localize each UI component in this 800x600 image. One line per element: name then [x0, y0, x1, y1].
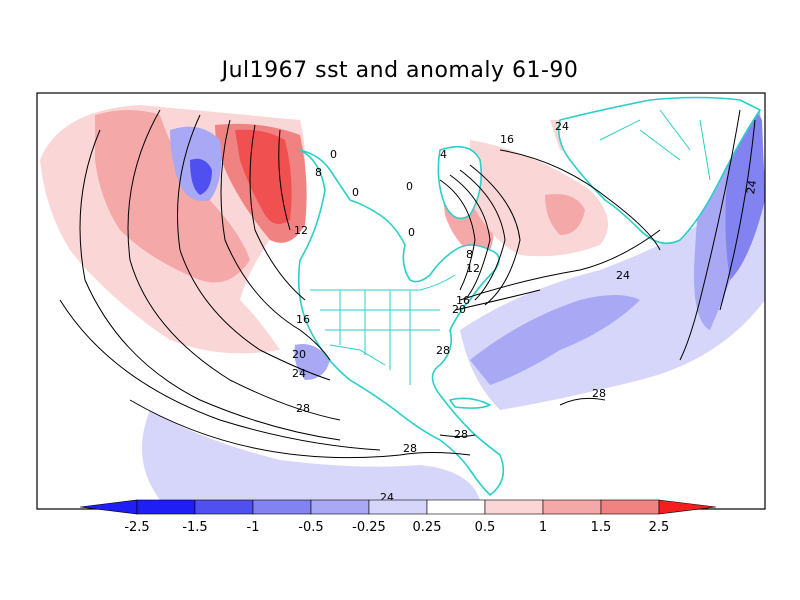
contour-pacific-3	[220, 119, 331, 361]
contour-label: 0	[406, 180, 413, 193]
political-borders	[310, 109, 711, 385]
colorbar-swatch	[252, 499, 312, 515]
contour-pacific-4	[249, 124, 306, 301]
contour-gulf-28	[439, 434, 476, 437]
contour-pacific-2	[177, 114, 331, 381]
us-state-lines-1	[320, 290, 440, 385]
contour-label: 8	[466, 248, 473, 261]
colorbar-label: 0.25	[413, 520, 442, 535]
contour-label: 24	[292, 367, 306, 380]
contour-label: 16	[456, 294, 470, 307]
anomaly-tropical-blue	[142, 410, 480, 500]
contour-n-atlantic	[499, 149, 661, 251]
colorbar-swatch	[136, 499, 196, 515]
europe-borders	[599, 109, 711, 181]
contour-label: 28	[454, 428, 468, 441]
colorbar	[79, 499, 717, 515]
contour-pacific-7	[59, 299, 381, 451]
colorbar-label: 1	[539, 520, 547, 535]
contour-tropic-28	[129, 399, 471, 459]
contour-label: 28	[592, 387, 606, 400]
contour-label: 16	[296, 313, 310, 326]
anomaly-california-blue	[294, 344, 330, 380]
anomaly-pacific-red	[95, 110, 250, 283]
contour-label: 16	[500, 133, 514, 146]
colorbar-label: -1.5	[182, 520, 207, 535]
colorbar-swatch	[310, 499, 370, 515]
contour-label: 0	[330, 148, 337, 161]
contour-label: 24	[555, 120, 569, 133]
us-canada-border	[310, 274, 456, 291]
contour-labrador-1	[439, 179, 476, 291]
anomaly-pacific-pink-2	[70, 250, 280, 354]
contour-label: 0	[408, 226, 415, 239]
contour-label: 4	[440, 148, 447, 161]
anomaly-gulf-alaska-strong	[235, 129, 292, 224]
colorbar-left-arrow	[79, 499, 138, 515]
contour-label: 28	[436, 344, 450, 357]
colorbar-right-arrow	[658, 499, 717, 515]
colorbar-swatch	[542, 499, 602, 515]
contour-label: 20	[292, 348, 306, 361]
colorbar-swatch	[600, 499, 660, 515]
colorbar-label: 1.5	[591, 520, 612, 535]
contour-atlantic-24	[459, 229, 661, 301]
map-title: Jul1967 sst and anomaly 61-90	[221, 58, 579, 83]
colorbar-label: -2.5	[124, 520, 149, 535]
north-america-outline	[297, 149, 505, 496]
contour-atlantic-20	[454, 289, 541, 311]
colorbar-label: 0.5	[475, 520, 496, 535]
contour-labrador-2	[449, 174, 491, 297]
contour-labrador-4	[469, 164, 521, 306]
colorbar-label: -0.25	[352, 520, 386, 535]
europe-outline	[557, 96, 761, 245]
contour-pacific-6	[79, 129, 341, 441]
contour-label: 20	[452, 303, 466, 316]
contour-labels: 24 16 8 0 12 0 8 12 16 20 24 16 20 24 28…	[292, 120, 759, 504]
colorbar-label: -1	[247, 520, 260, 535]
anomaly-atlantic-blue	[470, 295, 640, 385]
us-mexico-border	[329, 344, 386, 366]
contour-pacific-1	[127, 109, 341, 421]
contour-label: 24	[744, 179, 759, 195]
contour-e-atlantic	[679, 109, 741, 361]
caribbean-outline	[449, 397, 491, 409]
contour-label: 28	[296, 402, 310, 415]
anomaly-aleutian-blue-strong	[190, 158, 212, 195]
contour-label: 24	[616, 269, 630, 282]
contour-label: 28	[403, 442, 417, 455]
anomaly-n-atlantic-red	[545, 194, 585, 235]
contour-label: 12	[466, 262, 480, 275]
contour-subtrop-28	[559, 397, 606, 406]
colorbar-label: -0.5	[298, 520, 323, 535]
sst-contours	[59, 109, 756, 459]
contour-labrador-3	[459, 169, 506, 301]
contour-label: 12	[294, 224, 308, 237]
colorbar-swatch	[426, 499, 486, 515]
colorbar-swatch	[484, 499, 544, 515]
colorbar-label: 2.5	[649, 520, 670, 535]
contour-pacific-5	[278, 129, 291, 231]
contour-e-atlantic-2	[719, 119, 756, 311]
colorbar-swatch	[368, 499, 428, 515]
contour-label: 0	[352, 186, 359, 199]
colorbar-labels: -2.5 -1.5 -1 -0.5 -0.25 0.25 0.5 1 1.5 2…	[124, 520, 669, 535]
contour-label: 8	[315, 166, 322, 179]
colorbar-swatch	[194, 499, 254, 515]
